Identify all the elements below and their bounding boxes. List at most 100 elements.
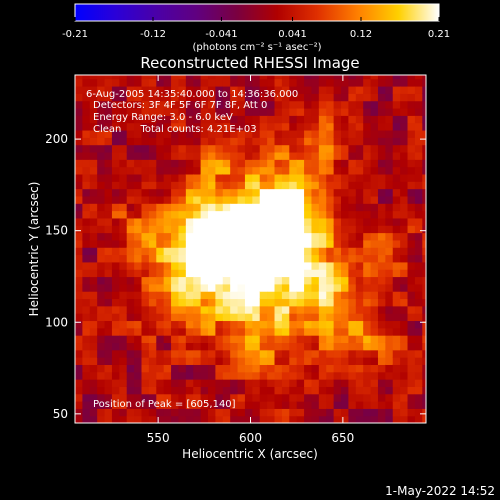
heatmap-cell — [193, 298, 202, 307]
heatmap-cell — [259, 75, 268, 80]
heatmap-cell — [141, 195, 150, 204]
heatmap-cell — [400, 415, 409, 423]
heatmap-cell — [141, 393, 150, 402]
heatmap-cell — [119, 371, 128, 380]
heatmap-cell — [377, 415, 386, 423]
heatmap-cell — [126, 166, 135, 175]
heatmap-cell — [252, 188, 261, 197]
heatmap-cell — [75, 188, 83, 197]
heatmap-cell — [370, 188, 379, 197]
heatmap-cell — [134, 107, 143, 116]
heatmap-cell — [333, 151, 342, 160]
heatmap-cell — [400, 78, 409, 87]
heatmap-cell — [200, 85, 209, 94]
heatmap-cell — [104, 261, 113, 270]
heatmap-cell — [208, 349, 216, 358]
heatmap-cell — [289, 327, 298, 336]
heatmap-cell — [363, 239, 372, 248]
heatmap-cell — [259, 408, 268, 417]
heatmap-cell — [400, 379, 409, 387]
heatmap-cell — [119, 188, 128, 197]
heatmap-cell — [348, 379, 357, 387]
heatmap-cell — [82, 137, 91, 146]
heatmap-cell — [156, 137, 165, 146]
heatmap-cell — [274, 195, 283, 204]
heatmap-cell — [178, 85, 187, 94]
heatmap-cell — [111, 129, 120, 138]
heatmap-cell — [333, 210, 342, 219]
heatmap-cell — [333, 327, 342, 336]
heatmap-cell — [333, 115, 342, 124]
heatmap-cell — [296, 203, 305, 212]
heatmap-cell — [407, 144, 416, 153]
heatmap-cell — [215, 188, 224, 197]
heatmap-cell — [341, 408, 350, 417]
heatmap-cell — [326, 166, 335, 175]
heatmap-cell — [274, 327, 283, 336]
heatmap-cell — [244, 166, 253, 175]
heatmap-cell — [163, 195, 172, 204]
heatmap-cell — [82, 335, 91, 344]
heatmap-cell — [333, 364, 342, 373]
heatmap-cell — [244, 393, 253, 402]
x-axis-label: Heliocentric X (arcsec) — [182, 447, 318, 461]
heatmap-cell — [281, 298, 290, 307]
heatmap-cell — [377, 93, 386, 102]
heatmap-cell — [171, 93, 180, 102]
heatmap-cell — [208, 379, 216, 387]
heatmap-cell — [111, 305, 120, 314]
heatmap-cell — [304, 203, 313, 212]
heatmap-cell — [296, 247, 305, 256]
heatmap-cell — [370, 247, 379, 256]
heatmap-cell — [104, 320, 113, 329]
heatmap-cell — [348, 401, 357, 409]
heatmap-cell — [148, 203, 157, 212]
heatmap-cell — [215, 254, 224, 263]
heatmap-cell — [400, 210, 409, 219]
heatmap-cell — [385, 283, 394, 292]
heatmap-cell — [156, 364, 165, 373]
heatmap-cell — [171, 217, 180, 226]
heatmap-cell — [318, 408, 327, 417]
heatmap-cell — [215, 93, 224, 102]
heatmap-cell — [185, 78, 194, 87]
heatmap-cell — [134, 181, 143, 190]
heatmap-cell — [75, 408, 83, 417]
heatmap-cell — [141, 203, 150, 212]
heatmap-cell — [104, 166, 113, 175]
heatmap-cell — [75, 203, 83, 212]
heatmap-cell — [208, 364, 216, 373]
heatmap-cell — [267, 283, 276, 292]
heatmap-cell — [304, 93, 313, 102]
heatmap-cell — [193, 261, 202, 270]
heatmap-cell — [82, 181, 91, 190]
heatmap-cell — [414, 393, 423, 402]
heatmap-cell — [237, 283, 246, 292]
heatmap-cell — [289, 298, 298, 307]
heatmap-cell — [281, 115, 290, 124]
heatmap-cell — [385, 320, 394, 329]
heatmap-cell — [119, 225, 128, 234]
heatmap-cell — [392, 166, 401, 175]
heatmap-cell — [400, 342, 409, 351]
heatmap-cell — [414, 357, 423, 365]
heatmap-cell — [222, 313, 231, 322]
heatmap-cell — [126, 247, 135, 256]
heatmap-cell — [370, 159, 379, 168]
heatmap-cell — [304, 225, 313, 234]
heatmap-cell — [200, 232, 209, 241]
heatmap-cell — [422, 107, 426, 116]
heatmap-cell — [200, 151, 209, 160]
heatmap-cell — [252, 386, 261, 395]
heatmap-cell — [126, 129, 135, 138]
heatmap-cell — [377, 305, 386, 314]
heatmap-cell — [355, 115, 364, 124]
heatmap-cell — [377, 276, 386, 285]
heatmap-cell — [348, 305, 357, 314]
heatmap-cell — [97, 210, 106, 219]
heatmap-cell — [377, 261, 386, 270]
y-tick-label: 200 — [45, 132, 68, 146]
heatmap-cell — [363, 269, 372, 278]
heatmap-cell — [348, 75, 357, 80]
heatmap-cell — [385, 247, 394, 256]
